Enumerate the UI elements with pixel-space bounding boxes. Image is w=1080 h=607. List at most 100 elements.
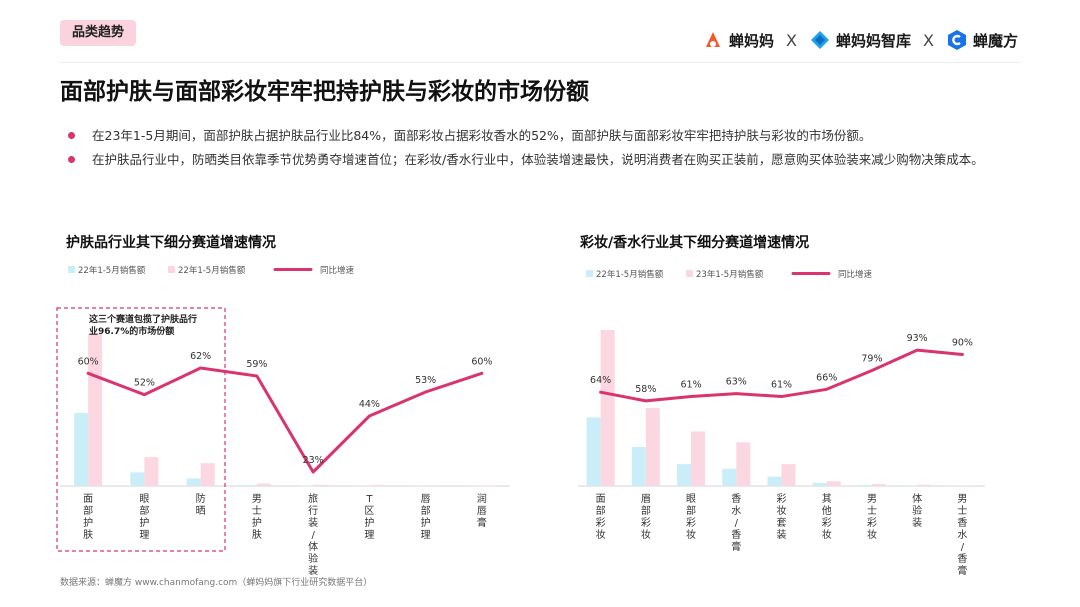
skincare-data-label-2: 52% — [134, 378, 155, 389]
makeup-data-label-7: 79% — [861, 353, 882, 364]
logo-chanmama-text: 蝉妈妈 — [729, 31, 775, 50]
summary-bullets: 在23年1-5月期间，面部护肤占据护肤品行业比84%，面部彩妆占据彩妆香水的52… — [68, 126, 1018, 174]
skincare-legend-label-2: 22年1-5月销售额 — [178, 265, 246, 276]
skincare-bar-23-4 — [256, 483, 271, 486]
skincare-bar-22-1 — [74, 413, 89, 486]
makeup-bar-23-5 — [781, 464, 796, 486]
makeup-bar-23-6 — [826, 481, 841, 486]
makeup-category-label-8: 体验装 — [912, 493, 922, 529]
chanmama-logo-icon — [706, 32, 721, 47]
makeup-legend-label-2: 23年1-5月销售额 — [696, 269, 764, 280]
makeup-category-label-9: 男士香水/香膏 — [957, 493, 967, 577]
logo-chanmama-zhiku: 蝉妈妈智库 — [809, 29, 911, 51]
makeup-category-label-1: 面部彩妆 — [596, 494, 606, 541]
header-divider — [60, 62, 1020, 63]
makeup-bar-22-5 — [767, 476, 782, 486]
makeup-bar-23-3 — [691, 431, 706, 486]
logo-separator-2: X — [923, 30, 934, 50]
skincare-category-label-6: T 区护理 — [364, 494, 374, 541]
skincare-category-label-2: 眼部护理 — [139, 493, 149, 541]
skincare-legend-swatch-2 — [168, 266, 175, 273]
makeup-legend-label-1: 22年1-5月销售额 — [596, 269, 664, 280]
skincare-data-label-7: 53% — [415, 375, 436, 386]
skincare-data-label-3: 62% — [190, 351, 211, 362]
bullet-text: 在23年1-5月期间，面部护肤占据护肤品行业比84%，面部彩妆占据彩妆香水的52… — [92, 128, 872, 143]
bullet-dot-icon — [68, 132, 75, 139]
skincare-data-label-4: 59% — [246, 359, 267, 370]
makeup-legend-swatch-2 — [686, 270, 693, 277]
makeup-data-label-3: 61% — [680, 380, 701, 391]
makeup-data-label-1: 64% — [590, 375, 611, 386]
skincare-bar-23-2 — [144, 457, 159, 486]
bullet-item: 在护肤品行业中，防晒类目依靠季节优势勇夺增速首位；在彩妆/香水行业中，体验装增速… — [68, 150, 1018, 170]
makeup-legend-swatch-1 — [586, 270, 593, 277]
skincare-bar-22-2 — [130, 472, 145, 486]
skincare-category-label-8: 润唇膏 — [477, 492, 487, 529]
skincare-category-label-1: 面部护肤 — [83, 494, 93, 541]
makeup-legend-label-3: 同比增速 — [838, 269, 873, 280]
skincare-legend-swatch-1 — [68, 266, 75, 273]
skincare-data-label-8: 60% — [471, 356, 492, 367]
skincare-bar-23-6 — [369, 485, 384, 486]
bullet-text: 在护肤品行业中，防晒类目依靠季节优势勇夺增速首位；在彩妆/香水行业中，体验装增速… — [92, 152, 984, 167]
logo-chanmofang-text: 蝉魔方 — [972, 31, 1018, 50]
skincare-category-label-5: 旅行装/体验装 — [308, 492, 318, 577]
makeup-data-label-8: 93% — [907, 333, 928, 344]
skincare-data-label-1: 60% — [78, 356, 99, 367]
chart-title-makeup: 彩妆/香水行业其下细分赛道增速情况 — [580, 235, 810, 251]
chart-title-skincare: 护肤品行业其下细分赛道增速情况 — [66, 235, 276, 251]
makeup-bar-22-8 — [903, 485, 918, 486]
data-source: 数据来源：蝉魔方 www.chanmofang.com（蝉妈妈旗下行业研究数据平… — [60, 578, 373, 588]
partner-logos: 蝉妈妈 X 蝉妈妈智库 X 蝉魔方 — [702, 24, 1018, 56]
skincare-bar-23-3 — [200, 463, 215, 486]
skincare-category-label-7: 唇部护理 — [421, 493, 431, 541]
skincare-bar-23-5 — [313, 484, 328, 486]
skincare-category-label-3: 防晒 — [196, 492, 206, 517]
skincare-legend-label-3: 同比增速 — [320, 265, 355, 276]
skincare-bar-22-3 — [186, 478, 201, 486]
makeup-bar-23-2 — [645, 408, 660, 486]
skincare-legend-label-1: 22年1-5月销售额 — [78, 265, 146, 276]
makeup-data-label-6: 66% — [816, 372, 837, 383]
skincare-annotation-text: 这三个赛道包揽了护肤品行业96.7%的市场份额 — [89, 313, 197, 337]
makeup-bar-22-2 — [631, 447, 646, 486]
makeup-data-label-9: 90% — [952, 338, 973, 349]
chanmama-zhiku-logo-icon — [811, 31, 829, 49]
makeup-category-label-5: 彩妆套装 — [777, 493, 787, 541]
makeup-bar-23-9 — [962, 485, 977, 486]
makeup-bar-22-1 — [586, 417, 601, 486]
makeup-bar-23-4 — [736, 442, 751, 486]
makeup-data-label-4: 63% — [726, 377, 747, 388]
skincare-bar-22-4 — [242, 485, 257, 486]
makeup-bar-23-7 — [871, 484, 886, 486]
skincare-category-label-4: 男士护肤 — [252, 493, 262, 541]
category-tag: 品类趋势 — [60, 20, 137, 46]
bullet-item: 在23年1-5月期间，面部护肤占据护肤品行业比84%，面部彩妆占据彩妆香水的52… — [68, 126, 1018, 146]
makeup-bar-22-7 — [857, 485, 872, 486]
logo-chanmama-zhiku-text: 蝉妈妈智库 — [836, 31, 912, 50]
logo-chanmofang: 蝉魔方 — [946, 29, 1018, 51]
chanmofang-logo-icon — [947, 30, 966, 50]
skincare-bar-23-7 — [425, 485, 440, 486]
makeup-category-label-3: 眼部彩妆 — [686, 493, 696, 541]
makeup-data-label-5: 61% — [771, 380, 792, 391]
makeup-data-label-2: 58% — [635, 384, 656, 395]
makeup-growth-line — [599, 348, 964, 403]
makeup-bar-22-3 — [677, 464, 692, 486]
skincare-growth-line — [86, 366, 484, 474]
makeup-bar-23-1 — [600, 330, 615, 486]
bullet-dot-icon — [68, 156, 75, 163]
makeup-category-label-7: 男士彩妆 — [867, 493, 877, 541]
skincare-data-label-5: 23% — [303, 455, 324, 466]
skincare-annotation-box — [56, 307, 226, 552]
makeup-category-label-6: 其他彩妆 — [822, 493, 832, 541]
page-title: 面部护肤与面部彩妆牢牢把持护肤与彩妆的市场份额 — [60, 79, 589, 105]
skincare-data-label-6: 44% — [359, 399, 380, 410]
makeup-category-label-2: 眉部彩妆 — [641, 493, 651, 541]
logo-chanmama: 蝉妈妈 — [702, 29, 774, 51]
makeup-bar-22-6 — [812, 482, 827, 486]
skincare-bar-23-1 — [88, 334, 103, 486]
logo-separator-1: X — [786, 30, 797, 50]
makeup-category-label-4: 香水/香膏 — [731, 493, 741, 553]
